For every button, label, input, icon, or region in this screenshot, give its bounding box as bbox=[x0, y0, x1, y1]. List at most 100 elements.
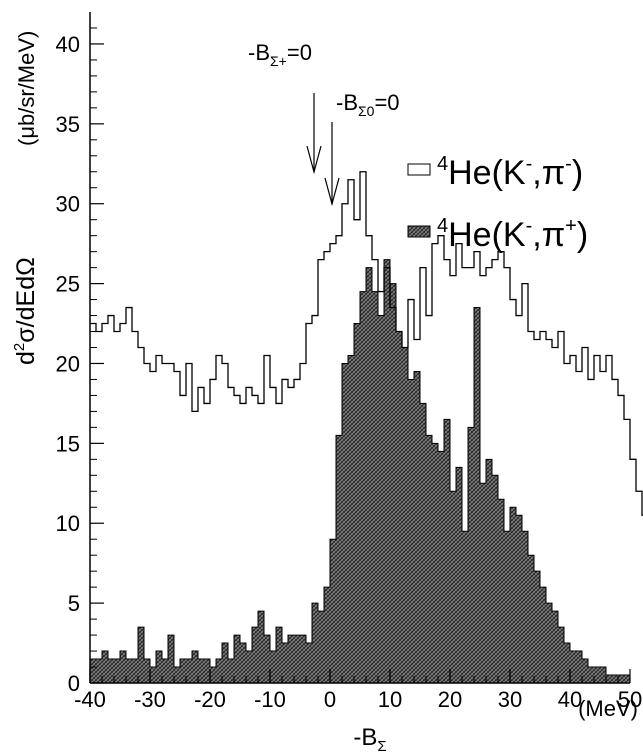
hatched-histogram-bar bbox=[240, 643, 247, 683]
axes bbox=[89, 12, 631, 684]
hatched-histogram-bar bbox=[342, 363, 349, 683]
hatched-histogram-bar bbox=[366, 267, 373, 683]
y-tick-label: 35 bbox=[56, 112, 80, 137]
hatched-histogram-bar bbox=[312, 603, 319, 683]
hatched-histogram-bar bbox=[276, 627, 283, 683]
legend-label: 4He(K-,π+) bbox=[437, 215, 588, 254]
hatched-histogram-bar bbox=[600, 667, 607, 683]
legend-swatch bbox=[407, 225, 431, 238]
annotation-label: -BΣ0=0 bbox=[336, 90, 400, 119]
hatched-histogram-bar bbox=[132, 659, 139, 683]
hatched-histogram-bar bbox=[246, 651, 253, 683]
hatched-histogram-bar bbox=[486, 459, 493, 683]
hatched-histogram-bar bbox=[228, 659, 235, 683]
hatched-histogram-bar bbox=[402, 347, 409, 683]
hatched-histogram-bar bbox=[126, 659, 133, 683]
hatched-histogram-bar bbox=[156, 651, 163, 683]
hatched-histogram-bar bbox=[378, 315, 385, 683]
hatched-histogram-bar bbox=[174, 667, 181, 683]
x-tick-label: -30 bbox=[134, 687, 166, 712]
hatched-histogram-bar bbox=[144, 659, 151, 683]
hatched-histogram-bar bbox=[222, 643, 229, 683]
x-tick-label: 30 bbox=[498, 687, 522, 712]
hatched-histogram-bar bbox=[252, 627, 259, 683]
hatched-histogram-bar bbox=[438, 451, 445, 683]
hatched-histogram-bar bbox=[324, 587, 331, 683]
x-axis-title: -BΣ bbox=[353, 724, 386, 755]
y-tick-label: 15 bbox=[56, 431, 80, 456]
hatched-histogram-bar bbox=[282, 643, 289, 683]
hatched-histogram-bar bbox=[522, 531, 529, 683]
hatched-histogram-bar bbox=[474, 307, 481, 683]
hatched-histogram-bar bbox=[492, 475, 499, 683]
hatched-histogram-bar bbox=[198, 659, 205, 683]
hatched-histogram-bar bbox=[564, 643, 571, 683]
hatched-histogram-bar bbox=[96, 659, 103, 683]
hatched-histogram-bar bbox=[528, 555, 535, 683]
x-axis-unit: (MeV) bbox=[578, 696, 638, 721]
hatched-histogram-bar bbox=[570, 651, 577, 683]
annotation-arrow-head bbox=[324, 177, 340, 207]
x-tick-label: -20 bbox=[194, 687, 226, 712]
y-tick-label: 0 bbox=[68, 671, 80, 696]
hatched-histogram-bar bbox=[414, 371, 421, 683]
hatched-histogram-bar bbox=[216, 659, 223, 683]
hatched-histogram-bar bbox=[534, 571, 541, 683]
outline-histogram-line bbox=[90, 171, 643, 516]
y-axis-title: d2σ/dEdΩ bbox=[11, 257, 40, 365]
hatched-histogram-bar bbox=[186, 659, 193, 683]
labels: -40 -30 -20 -10 0 10 20 30 40 50 0 5 10 15 20 25 30 35 40 -… bbox=[11, 31, 642, 755]
hatched-histogram-bar bbox=[510, 507, 517, 683]
x-tick-label: -10 bbox=[254, 687, 286, 712]
x-tick-label: 50 bbox=[618, 687, 642, 712]
hatched-histogram-bar bbox=[90, 659, 97, 683]
hatched-histogram-bar bbox=[102, 651, 109, 683]
hatched-histogram-bar bbox=[576, 651, 583, 683]
hatched-histogram-bar bbox=[258, 611, 265, 683]
hatched-histogram-bar bbox=[594, 667, 601, 683]
hatched-histogram-bar bbox=[498, 499, 505, 683]
hatched-histogram-bar bbox=[456, 467, 463, 683]
x-tick-label: 10 bbox=[378, 687, 402, 712]
hatched-histogram-bar bbox=[582, 659, 589, 683]
hatched-histogram-bar bbox=[162, 659, 169, 683]
y-tick-label: 30 bbox=[56, 192, 80, 217]
hatched-histogram-bar bbox=[618, 675, 625, 683]
hatched-histogram-bar bbox=[588, 667, 595, 683]
x-tick-label: 20 bbox=[438, 687, 462, 712]
hatched-histogram-bar bbox=[234, 635, 241, 683]
hatched-histogram-bar bbox=[504, 531, 511, 683]
y-axis-unit: (μb/sr/MeV) bbox=[14, 31, 39, 146]
hatched-histogram-bar bbox=[336, 435, 343, 683]
hatched-histogram-bar bbox=[264, 635, 271, 683]
hatched-histogram-bar bbox=[306, 643, 313, 683]
hatched-histogram-bar bbox=[138, 627, 145, 683]
hatched-histogram-bar bbox=[396, 331, 403, 683]
hatched-histogram-outline bbox=[90, 259, 630, 676]
y-tick-label: 5 bbox=[68, 591, 80, 616]
hatched-histogram-bar bbox=[270, 651, 277, 683]
annotation-label: -BΣ+=0 bbox=[248, 40, 312, 69]
hatched-histogram-bar bbox=[468, 427, 475, 683]
hatched-histogram-bar bbox=[114, 659, 121, 683]
hatched-histogram-bar bbox=[552, 611, 559, 683]
hatched-histogram-bar bbox=[606, 675, 613, 683]
hatched-histogram-bar bbox=[372, 291, 379, 683]
hatched-histogram-bar bbox=[390, 283, 397, 683]
hatched-histogram-bar bbox=[420, 403, 427, 683]
hatched-histogram-bar bbox=[108, 659, 115, 683]
hatched-histogram-bar bbox=[294, 635, 301, 683]
hatched-histogram-bar bbox=[426, 435, 433, 683]
hatched-histogram-bar bbox=[624, 675, 631, 683]
y-tick-label: 40 bbox=[56, 32, 80, 57]
hatched-histogram-bar bbox=[120, 651, 127, 683]
hatched-histogram-bar bbox=[168, 635, 175, 683]
hatched-histogram-bar bbox=[462, 531, 469, 683]
legend-label: 4He(K-,π-) bbox=[437, 153, 583, 192]
hatched-histogram-bar bbox=[558, 627, 565, 683]
hatched-histogram-bar bbox=[444, 419, 451, 683]
y-tick-label: 20 bbox=[56, 351, 80, 376]
x-tick-label: 0 bbox=[324, 687, 336, 712]
annotation-arrow-head bbox=[306, 145, 322, 175]
